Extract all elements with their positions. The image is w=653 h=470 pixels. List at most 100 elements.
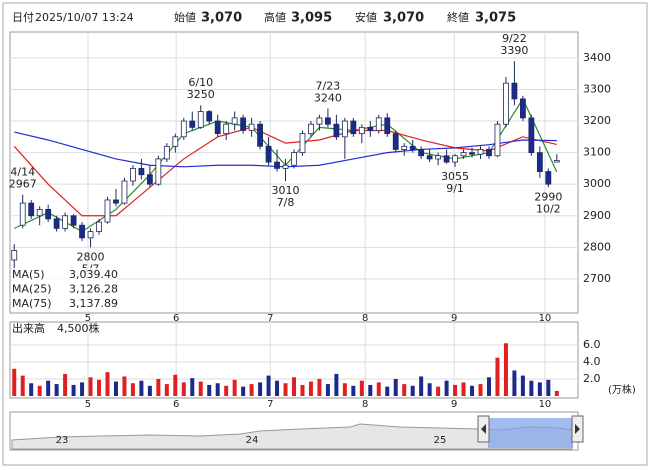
annotation-date: 7/23	[316, 79, 341, 92]
candle-body	[180, 120, 187, 138]
candle-body	[325, 117, 331, 125]
candle-body	[282, 164, 289, 169]
y-tick-label: 3100	[583, 146, 611, 159]
legend-bg	[11, 282, 119, 297]
volume-bar	[113, 381, 118, 396]
candle-body	[172, 136, 179, 147]
header-label: 日付	[12, 11, 34, 24]
volume-bar	[402, 384, 407, 396]
candle-body	[528, 117, 535, 154]
annotation-price: 3240	[314, 91, 342, 104]
candle-body	[341, 120, 348, 138]
volume-bar	[419, 376, 424, 396]
volume-bar	[478, 384, 483, 396]
volume-bar	[520, 375, 525, 396]
header-label: 高値	[264, 10, 286, 24]
volume-tick-label: 4.0	[583, 355, 601, 368]
navigator-label: 23	[56, 435, 69, 446]
volume-bar	[130, 383, 135, 396]
candle-body	[545, 171, 552, 185]
volume-panel	[9, 321, 579, 399]
candle-body	[53, 218, 60, 229]
annotation-date: 10/2	[536, 202, 561, 215]
volume-bar	[232, 379, 237, 396]
volume-bar	[266, 375, 271, 396]
volume-bar	[444, 380, 449, 396]
volume-bar	[503, 343, 508, 396]
legend-bg	[11, 297, 119, 311]
x-tick-label: 9	[451, 399, 457, 410]
volume-bar	[300, 384, 305, 396]
volume-bar	[215, 383, 220, 396]
candle-body	[11, 250, 18, 261]
y-tick-label: 3300	[583, 82, 611, 95]
legend-bg	[11, 268, 119, 282]
candle-body	[291, 152, 297, 166]
candle-body	[511, 82, 518, 100]
volume-bar	[529, 380, 534, 396]
legend-name: MA(5)	[12, 268, 45, 281]
y-tick-label: 3400	[583, 51, 611, 64]
candle-body	[350, 120, 357, 135]
volume-bar	[173, 374, 178, 396]
volume-bar	[71, 384, 76, 396]
volume-bar	[325, 384, 330, 396]
navigator-selection[interactable]	[488, 418, 573, 448]
candle-body	[469, 152, 475, 155]
candle-body	[299, 133, 306, 154]
header-label: 始値	[174, 10, 196, 24]
candle-body	[248, 123, 255, 131]
volume-title: 出来高	[12, 321, 45, 335]
volume-bar	[63, 373, 68, 396]
candle-body	[231, 117, 238, 125]
handle-arrow	[575, 424, 580, 434]
volume-bar	[376, 382, 381, 396]
volume-bar	[88, 377, 93, 396]
candle-body	[240, 117, 247, 131]
candle-body	[121, 180, 128, 204]
volume-tick-label: 2.0	[583, 372, 601, 385]
annotation-price: 3250	[187, 88, 215, 101]
annotation-price: 2990	[534, 190, 562, 203]
volume-bar	[512, 370, 517, 396]
annotation-price: 3055	[441, 170, 469, 183]
x-tick-label: 5	[85, 313, 91, 324]
candle-body	[163, 145, 170, 160]
volume-bar	[486, 377, 491, 396]
candle-body	[443, 155, 450, 163]
annotation-price: 2800	[77, 250, 105, 263]
header-value: 3,070	[383, 11, 424, 26]
header-value: 3,070	[201, 11, 242, 26]
volume-bar	[139, 380, 144, 396]
x-tick-label: 6	[173, 399, 179, 410]
candle-body	[367, 126, 374, 131]
navigator-label: 24	[246, 435, 259, 446]
volume-unit-label: 4,500株	[57, 321, 100, 335]
candle-body	[452, 155, 458, 163]
candle-body	[460, 152, 467, 157]
candle-body	[130, 167, 136, 182]
volume-bar	[470, 385, 475, 396]
candle-body	[358, 126, 365, 135]
header-value: 2025/10/07 13:24	[35, 11, 134, 24]
volume-bar	[29, 383, 34, 396]
header-value: 3,075	[475, 11, 516, 26]
candle-body	[308, 123, 314, 135]
candle-body	[36, 209, 43, 217]
candle-body	[477, 149, 484, 155]
legend-value: 3,137.89	[69, 297, 118, 310]
candle-body	[333, 123, 340, 138]
price-panel	[9, 31, 579, 314]
candle-body	[189, 120, 196, 128]
annotation-price: 2967	[9, 178, 37, 191]
candle-body	[316, 117, 323, 125]
candle-body	[409, 145, 416, 150]
volume-bar	[97, 379, 102, 396]
volume-bar	[359, 380, 364, 396]
volume-bar	[554, 390, 559, 396]
volume-bar	[122, 376, 127, 396]
volume-bar	[342, 383, 347, 396]
legend-value: 3,039.40	[69, 268, 118, 281]
candle-body	[503, 82, 509, 125]
volume-bar	[410, 385, 415, 396]
